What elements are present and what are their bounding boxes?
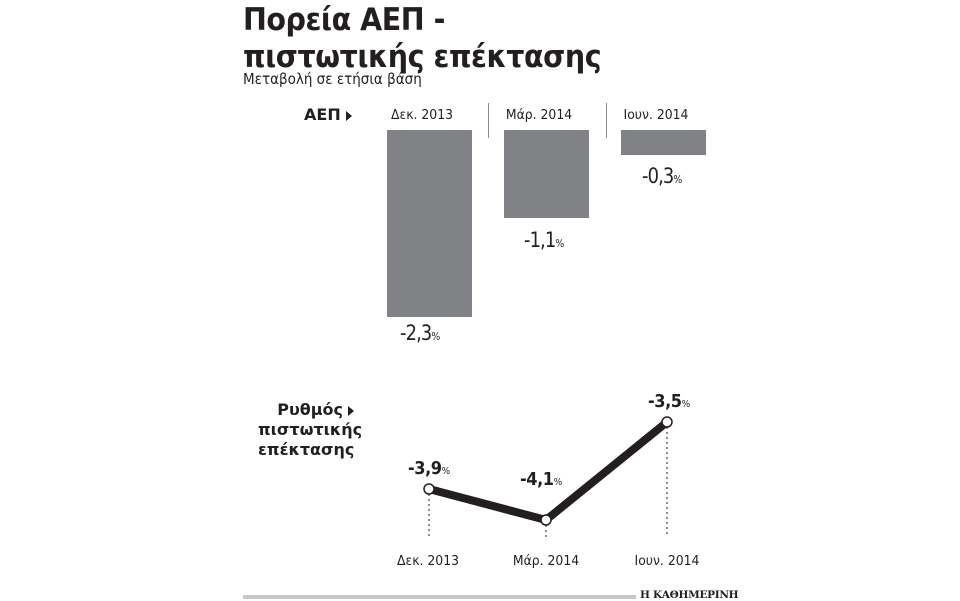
column-divider [606, 103, 607, 138]
gdp-label-text: ΑΕΠ [304, 105, 341, 124]
credit-value-label: -3,9% [408, 458, 450, 479]
gdp-bar-jun-2014 [621, 130, 706, 155]
data-point-marker [540, 514, 552, 526]
credit-label-line3: επέκτασης [258, 440, 355, 459]
gdp-period-label: Ιουν. 2014 [623, 107, 689, 123]
gdp-period-label: Δεκ. 2013 [390, 107, 454, 123]
credit-period-label: Μάρ. 2014 [512, 553, 580, 569]
chart-subtitle: Μεταβολή σε ετήσια βάση [243, 70, 422, 88]
chart-title-line2: πιστωτικής επέκτασης [243, 39, 602, 75]
chart-title-line1: Πορεία ΑΕΠ - [243, 2, 446, 38]
credit-label-line1: Ρυθμός [277, 400, 343, 419]
data-point-marker [661, 416, 673, 428]
credit-label-line2: πιστωτικής [258, 420, 363, 439]
gdp-series-label: ΑΕΠ [304, 105, 352, 124]
footer-rule [243, 595, 636, 599]
gdp-value-label: -1,1% [524, 228, 565, 252]
publisher-logo: Η ΚΑΘΗΜΕΡΙΝΗ [640, 589, 739, 601]
gdp-period-label: Μάρ. 2014 [505, 107, 573, 123]
credit-series-label: Ρυθμός πιστωτικής επέκτασης [258, 400, 363, 460]
credit-value-label: -3,5% [648, 391, 690, 412]
chart-title: Πορεία ΑΕΠ - πιστωτικής επέκτασης [243, 2, 602, 76]
credit-period-label: Δεκ. 2013 [396, 553, 460, 569]
gdp-value-label: -0,3% [642, 164, 683, 188]
gdp-value-label: -2,3% [400, 321, 441, 345]
arrow-right-icon [345, 110, 352, 121]
gdp-bar-mar-2014 [504, 130, 589, 218]
data-point-marker [423, 483, 435, 495]
credit-period-label: Ιουν. 2014 [634, 553, 700, 569]
arrow-right-icon [348, 405, 354, 416]
gdp-bar-dec-2013 [387, 130, 472, 317]
credit-value-label: -4,1% [520, 469, 562, 490]
column-divider [488, 103, 489, 138]
